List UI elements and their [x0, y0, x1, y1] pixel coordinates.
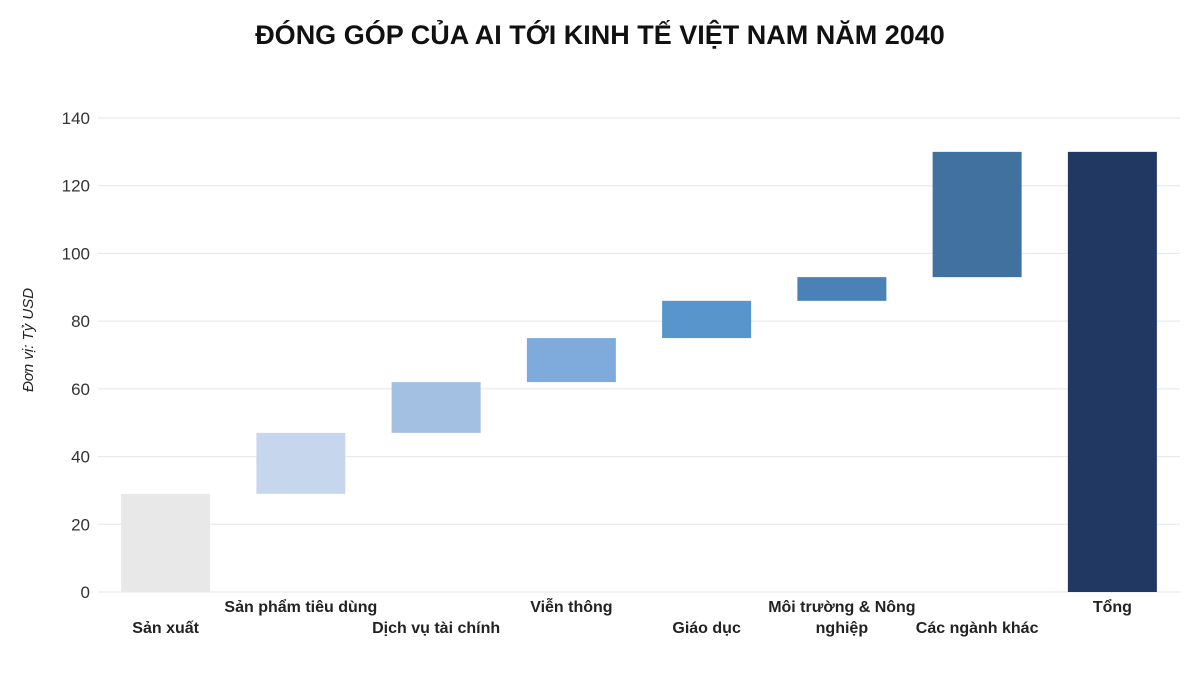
- y-tick-label: 120: [62, 177, 90, 196]
- y-tick-label: 80: [71, 312, 90, 331]
- y-tick-label: 60: [71, 380, 90, 399]
- bar-7: [932, 151, 1022, 278]
- x-category-label: nghiệp: [816, 620, 869, 637]
- x-category-label: Dịch vụ tài chính: [372, 620, 500, 637]
- y-tick-label: 100: [62, 244, 90, 263]
- y-tick-label: 0: [81, 583, 90, 602]
- x-category-label: Sản phẩm tiêu dùng: [224, 598, 377, 616]
- bar-3: [391, 382, 481, 433]
- y-axis-ticks: 0 20 40 60 80 100 120 140: [62, 109, 90, 602]
- bar-5: [662, 300, 752, 339]
- y-tick-label: 40: [71, 448, 90, 467]
- x-category-label: Tổng: [1093, 598, 1132, 616]
- chart-title: ĐÓNG GÓP CỦA AI TỚI KINH TẾ VIỆT NAM NĂM…: [255, 20, 945, 50]
- y-tick-label: 20: [71, 515, 90, 534]
- bar-8: [1067, 151, 1157, 592]
- x-category-label: Sản xuất: [132, 620, 199, 637]
- bar-2: [256, 432, 346, 494]
- bars: [121, 151, 1157, 592]
- x-category-label: Các ngành khác: [916, 620, 1039, 637]
- bar-1: [121, 493, 211, 592]
- bar-4: [526, 338, 616, 383]
- x-category-label: Viễn thông: [530, 597, 612, 616]
- y-axis-label: Đơn vị: Tỷ USD: [20, 288, 37, 392]
- y-tick-label: 140: [62, 109, 90, 128]
- x-category-label: Môi trường & Nông: [768, 599, 915, 616]
- bar-6: [797, 277, 887, 301]
- x-category-label: Giáo dục: [672, 620, 741, 637]
- x-axis-labels: Sản xuất Sản phẩm tiêu dùng Dịch vụ tài ch…: [132, 597, 1132, 637]
